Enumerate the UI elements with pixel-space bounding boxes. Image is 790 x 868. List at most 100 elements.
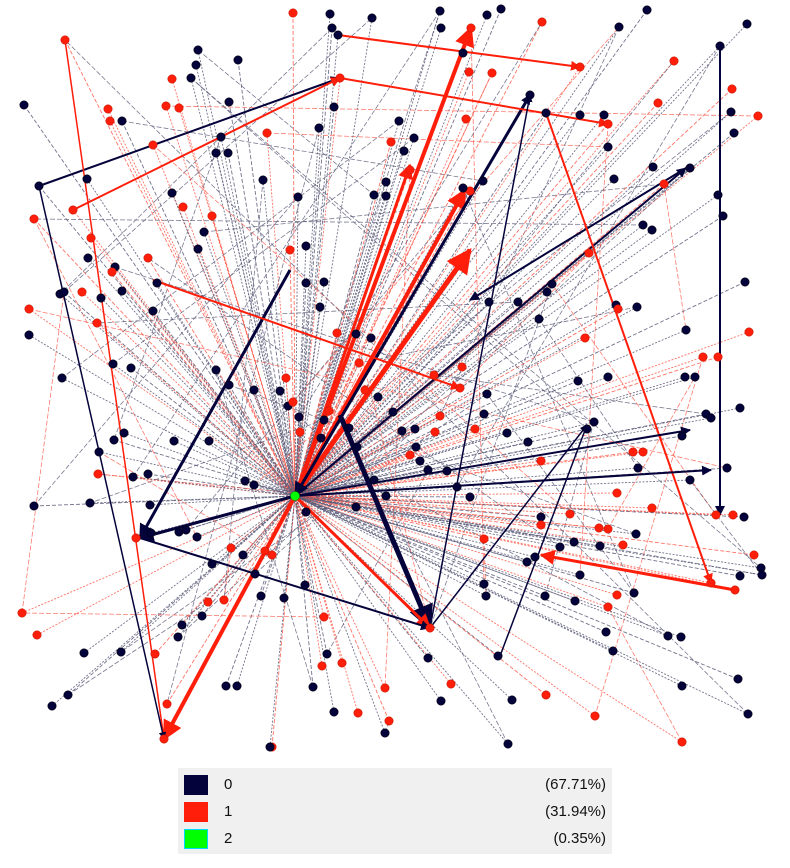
node-class-0[interactable] [308, 682, 318, 692]
node-class-0[interactable] [59, 287, 69, 297]
node-class-0[interactable] [555, 542, 565, 552]
node-class-1[interactable] [319, 612, 329, 622]
node-class-0[interactable] [249, 385, 259, 395]
node-class-1[interactable] [603, 602, 613, 612]
node-class-0[interactable] [366, 333, 376, 343]
node-class-0[interactable] [442, 466, 452, 476]
node-class-0[interactable] [547, 279, 557, 289]
node-class-0[interactable] [394, 116, 404, 126]
node-class-0[interactable] [351, 329, 361, 339]
node-class-1[interactable] [430, 427, 440, 437]
node-class-0[interactable] [344, 423, 354, 433]
node-class-0[interactable] [680, 372, 690, 382]
node-class-0[interactable] [119, 428, 129, 438]
node-class-0[interactable] [642, 5, 652, 15]
node-class-1[interactable] [384, 716, 394, 726]
node-class-0[interactable] [536, 512, 546, 522]
node-class-1[interactable] [360, 385, 370, 395]
node-class-1[interactable] [628, 447, 638, 457]
node-class-1[interactable] [749, 550, 759, 560]
node-class-0[interactable] [482, 10, 492, 20]
node-class-0[interactable] [722, 463, 732, 473]
node-class-0[interactable] [633, 463, 643, 473]
node-class-0[interactable] [369, 475, 379, 485]
node-class-1[interactable] [131, 533, 141, 543]
node-class-0[interactable] [327, 23, 337, 33]
node-class-0[interactable] [319, 277, 329, 287]
node-class-0[interactable] [381, 491, 391, 501]
node-class-0[interactable] [197, 611, 207, 621]
node-class-1[interactable] [77, 287, 87, 297]
node-class-1[interactable] [150, 649, 160, 659]
node-class-0[interactable] [279, 593, 289, 603]
node-class-0[interactable] [718, 211, 728, 221]
node-class-1[interactable] [17, 608, 27, 618]
node-class-0[interactable] [423, 465, 433, 475]
node-class-0[interactable] [116, 647, 126, 657]
node-class-0[interactable] [186, 73, 196, 83]
node-class-0[interactable] [117, 286, 127, 296]
node-class-1[interactable] [464, 67, 474, 77]
node-class-1[interactable] [354, 358, 364, 368]
node-class-0[interactable] [458, 48, 468, 58]
node-class-1[interactable] [727, 84, 737, 94]
node-class-0[interactable] [540, 591, 550, 601]
node-class-0[interactable] [522, 557, 532, 567]
node-class-0[interactable] [381, 191, 391, 201]
node-class-0[interactable] [216, 132, 226, 142]
node-class-0[interactable] [415, 456, 425, 466]
node-class-0[interactable] [223, 148, 233, 158]
hub-node[interactable] [290, 491, 300, 501]
node-class-1[interactable] [162, 699, 172, 709]
node-class-0[interactable] [525, 90, 535, 100]
node-class-0[interactable] [169, 436, 179, 446]
node-class-0[interactable] [380, 728, 390, 738]
node-class-0[interactable] [117, 116, 127, 126]
node-class-0[interactable] [601, 627, 611, 637]
node-class-0[interactable] [233, 55, 243, 65]
node-class-0[interactable] [740, 277, 750, 287]
node-class-1[interactable] [669, 56, 679, 66]
node-class-1[interactable] [653, 98, 663, 108]
node-class-0[interactable] [369, 190, 379, 200]
node-class-0[interactable] [743, 709, 753, 719]
node-class-0[interactable] [57, 373, 67, 383]
node-class-0[interactable] [478, 176, 488, 186]
node-class-1[interactable] [730, 585, 740, 595]
node-class-1[interactable] [267, 550, 277, 560]
node-class-1[interactable] [612, 590, 622, 600]
node-class-0[interactable] [541, 108, 551, 118]
node-class-1[interactable] [337, 658, 347, 668]
node-class-0[interactable] [294, 412, 304, 422]
node-class-1[interactable] [435, 411, 445, 421]
node-class-0[interactable] [409, 133, 419, 143]
node-class-0[interactable] [603, 142, 613, 152]
node-class-0[interactable] [316, 433, 326, 443]
node-class-0[interactable] [534, 314, 544, 324]
node-class-0[interactable] [319, 415, 329, 425]
node-class-0[interactable] [399, 146, 409, 156]
node-class-0[interactable] [193, 45, 203, 55]
node-class-1[interactable] [677, 737, 687, 747]
node-class-0[interactable] [232, 681, 242, 691]
node-class-0[interactable] [240, 476, 250, 486]
node-class-0[interactable] [325, 9, 335, 19]
node-class-1[interactable] [335, 73, 345, 83]
node-class-1[interactable] [353, 708, 363, 718]
node-class-0[interactable] [96, 293, 106, 303]
node-class-1[interactable] [446, 679, 456, 689]
node-class-0[interactable] [570, 596, 580, 606]
node-class-0[interactable] [167, 188, 177, 198]
node-class-0[interactable] [726, 107, 736, 117]
node-class-0[interactable] [224, 97, 234, 107]
node-class-0[interactable] [729, 128, 739, 138]
node-class-1[interactable] [603, 524, 613, 534]
node-class-0[interactable] [329, 102, 339, 112]
node-class-1[interactable] [86, 233, 96, 243]
node-class-0[interactable] [199, 227, 209, 237]
node-class-0[interactable] [177, 620, 187, 630]
node-class-0[interactable] [47, 701, 57, 711]
node-class-0[interactable] [173, 632, 183, 642]
node-class-0[interactable] [83, 253, 93, 263]
node-class-0[interactable] [256, 591, 266, 601]
